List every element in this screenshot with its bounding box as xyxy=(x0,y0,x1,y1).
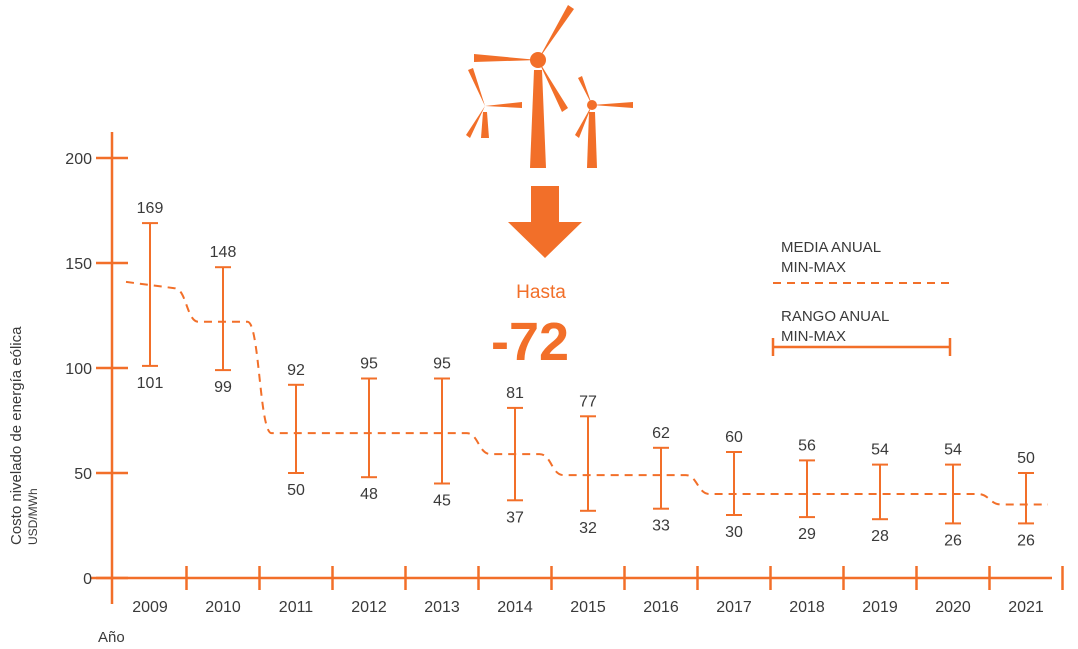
max-value-label: 148 xyxy=(210,244,237,261)
y-tick-label: 200 xyxy=(65,151,92,168)
x-tick-label: 2012 xyxy=(351,599,387,616)
max-value-label: 81 xyxy=(506,385,524,402)
y-tick-label: 50 xyxy=(74,466,92,483)
x-tick-label: 2019 xyxy=(862,599,898,616)
min-value-label: 48 xyxy=(360,486,378,503)
range-bar xyxy=(215,266,231,372)
y-axis-unit: USD/MWh xyxy=(26,488,40,545)
max-value-label: 50 xyxy=(1017,450,1035,467)
y-tick-label: 100 xyxy=(65,361,92,378)
down-arrow-icon xyxy=(508,186,582,258)
x-tick-label: 2013 xyxy=(424,599,460,616)
max-value-label: 54 xyxy=(944,442,962,459)
min-value-label: 28 xyxy=(871,528,889,545)
range-series: 169 101 148 99 92 50 95 48 95 45 81 37 77 32 62 33 60 30 5… xyxy=(137,200,1035,549)
max-value-label: 62 xyxy=(652,425,670,442)
min-value-label: 29 xyxy=(798,526,816,543)
min-value-label: 30 xyxy=(725,524,743,541)
range-bar xyxy=(507,406,523,502)
legend-mean-line2: MIN-MAX xyxy=(781,259,846,276)
y-tick-label: 0 xyxy=(83,571,92,588)
min-value-label: 33 xyxy=(652,518,670,535)
max-value-label: 95 xyxy=(433,356,451,373)
range-bar xyxy=(1018,472,1034,525)
legend-range-line1: RANGO ANUAL xyxy=(781,308,889,325)
max-value-label: 56 xyxy=(798,437,816,454)
range-bar xyxy=(872,463,888,521)
range-bar xyxy=(142,222,158,367)
max-value-label: 77 xyxy=(579,393,597,410)
max-value-label: 54 xyxy=(871,442,889,459)
mean-line-series xyxy=(125,280,1048,506)
min-value-label: 37 xyxy=(506,509,524,526)
axes: 0 50 100 150 200 2009 2010 2011 2012 2013 2014 2015… xyxy=(65,132,1064,616)
x-axis-title: Año xyxy=(98,629,125,646)
min-value-label: 50 xyxy=(287,482,305,499)
min-value-label: 101 xyxy=(137,375,164,392)
x-tick-label: 2014 xyxy=(497,599,533,616)
y-tick-label: 150 xyxy=(65,256,92,273)
x-tick-label: 2018 xyxy=(789,599,825,616)
wind-turbines-icon xyxy=(466,5,633,168)
min-value-label: 99 xyxy=(214,379,232,396)
max-value-label: 169 xyxy=(137,200,164,217)
min-value-label: 26 xyxy=(944,532,962,549)
range-bar xyxy=(726,451,742,516)
range-bar xyxy=(580,415,596,512)
x-tick-label: 2009 xyxy=(132,599,168,616)
legend-mean-line1: MEDIA ANUAL xyxy=(781,239,881,256)
x-tick-label: 2017 xyxy=(716,599,752,616)
mean-line xyxy=(125,280,1048,506)
callout-value: -72 xyxy=(491,312,569,372)
max-value-label: 95 xyxy=(360,356,378,373)
range-bar xyxy=(799,459,815,519)
legend-range-line2: MIN-MAX xyxy=(781,328,846,345)
min-value-label: 26 xyxy=(1017,532,1035,549)
callout-text: Hasta xyxy=(516,282,566,303)
x-tick-label: 2015 xyxy=(570,599,606,616)
range-bar xyxy=(945,463,961,525)
range-bar xyxy=(361,377,377,479)
x-tick-label: 2020 xyxy=(935,599,971,616)
y-axis-title: Costo nivelado de energía eólica xyxy=(8,326,25,545)
legend: MEDIA ANUAL MIN-MAX RANGO ANUAL MIN-MAX xyxy=(771,239,952,356)
range-bar xyxy=(434,377,450,485)
min-value-label: 32 xyxy=(579,520,597,537)
range-bar xyxy=(653,446,669,510)
x-tick-label: 2016 xyxy=(643,599,679,616)
x-tick-label: 2021 xyxy=(1008,599,1044,616)
max-value-label: 60 xyxy=(725,429,743,446)
x-tick-label: 2010 xyxy=(205,599,241,616)
x-tick-label: 2011 xyxy=(279,599,314,616)
legend-range-swatch xyxy=(771,338,952,356)
max-value-label: 92 xyxy=(287,362,305,379)
range-bar xyxy=(288,383,304,474)
min-value-label: 45 xyxy=(433,493,451,510)
